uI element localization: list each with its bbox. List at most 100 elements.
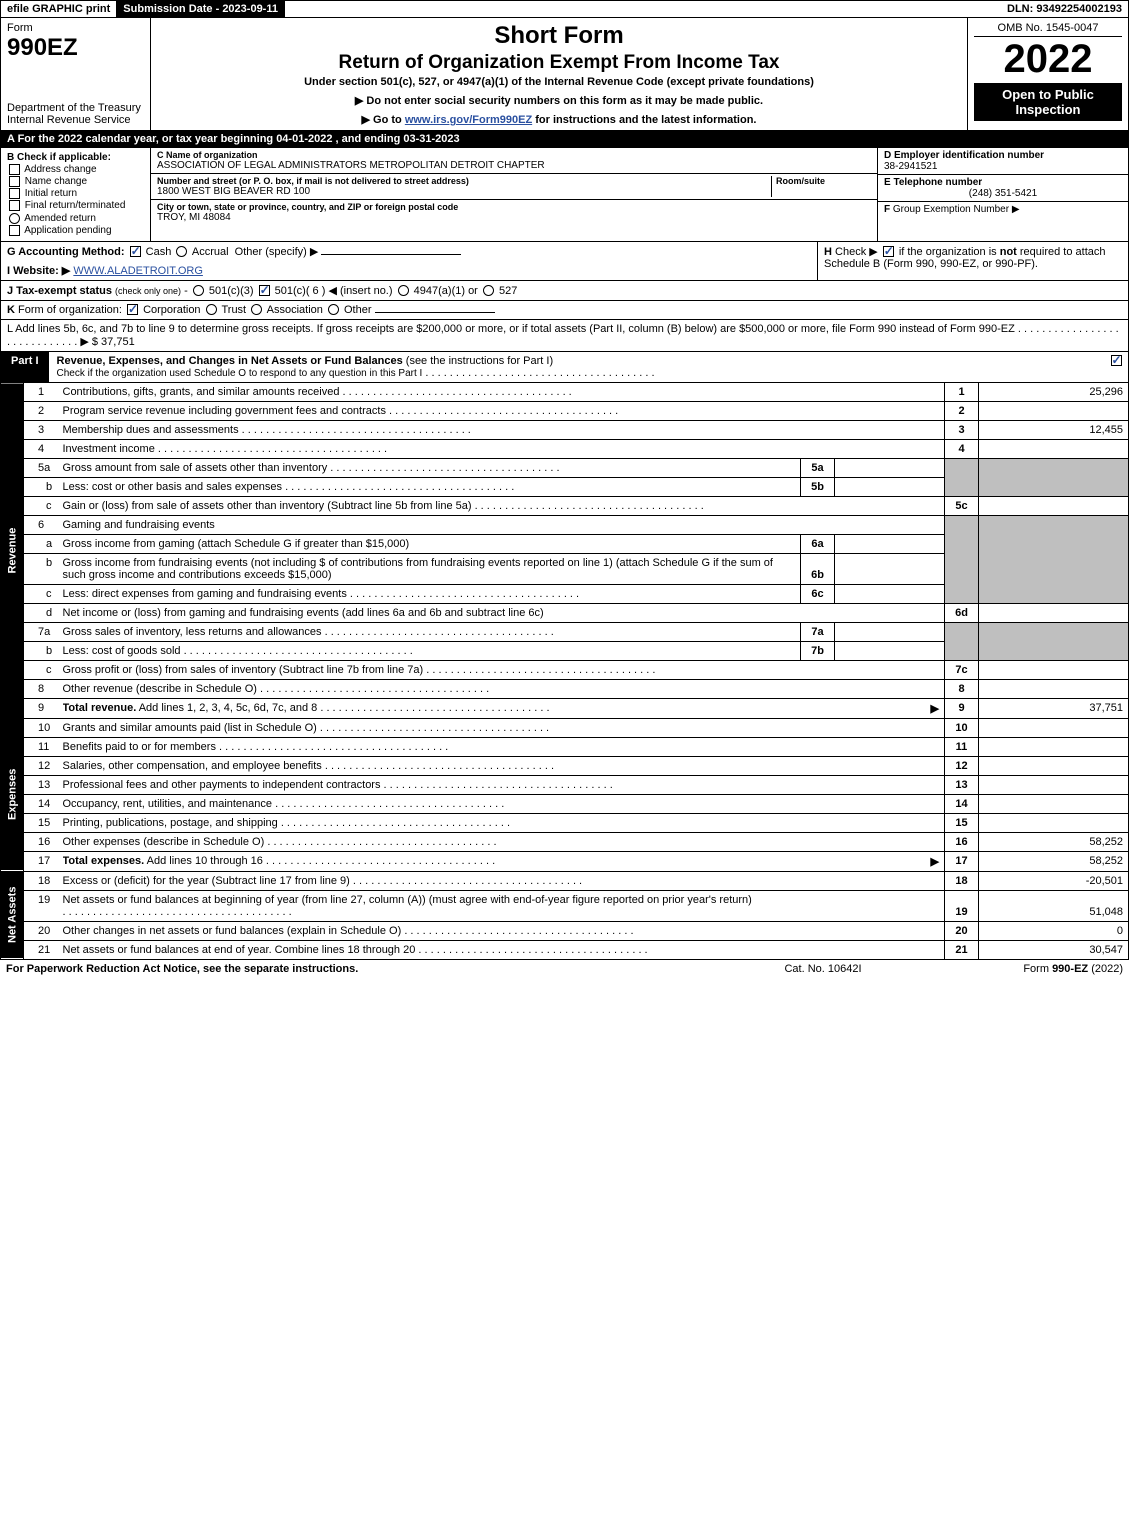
part-1-title: Revenue, Expenses, and Changes in Net As… xyxy=(49,352,1104,382)
check-501c[interactable] xyxy=(259,285,270,296)
row-2: 2 Program service revenue including gove… xyxy=(1,401,1129,420)
dln: DLN: 93492254002193 xyxy=(1001,1,1128,17)
part-1-tab: Part I xyxy=(1,352,49,382)
line-h: H Check ▶ if the organization is not req… xyxy=(818,242,1128,280)
row-14: 14Occupancy, rent, utilities, and mainte… xyxy=(1,794,1129,813)
label-ein: D Employer identification number xyxy=(884,150,1122,161)
line-gh: G Accounting Method: Cash Accrual Other … xyxy=(0,242,1129,281)
department: Department of the Treasury Internal Reve… xyxy=(7,102,144,126)
line-a: A For the 2022 calendar year, or tax yea… xyxy=(0,131,1129,148)
footer: For Paperwork Reduction Act Notice, see … xyxy=(0,960,1129,978)
row-7a: 7a Gross sales of inventory, less return… xyxy=(1,622,1129,641)
check-other-org[interactable] xyxy=(328,304,339,315)
part-1-check[interactable] xyxy=(1104,352,1128,382)
line-i-label: I Website: ▶ xyxy=(7,265,70,277)
row-8: 8 Other revenue (describe in Schedule O)… xyxy=(1,679,1129,698)
check-schedule-b[interactable] xyxy=(883,246,894,257)
header-mid: Short Form Return of Organization Exempt… xyxy=(151,18,968,130)
topbar-spacer xyxy=(285,1,1001,17)
check-application-pending[interactable]: Application pending xyxy=(7,225,144,236)
row-18: Net Assets 18Excess or (deficit) for the… xyxy=(1,871,1129,890)
form-header: Form 990EZ Department of the Treasury In… xyxy=(0,18,1129,131)
row-5c: c Gain or (loss) from sale of assets oth… xyxy=(1,496,1129,515)
section-b-header: B Check if applicable: xyxy=(7,152,144,163)
label-phone: E Telephone number xyxy=(884,177,1122,188)
row-20: 20Other changes in net assets or fund ba… xyxy=(1,921,1129,940)
row-16: 16Other expenses (describe in Schedule O… xyxy=(1,832,1129,851)
check-accrual[interactable] xyxy=(176,246,187,257)
check-address-change[interactable]: Address change xyxy=(7,164,144,175)
ein-value: 38-2941521 xyxy=(884,161,1122,172)
header-right: OMB No. 1545-0047 2022 Open to Public In… xyxy=(968,18,1128,130)
line-g: G Accounting Method: Cash Accrual Other … xyxy=(1,242,818,280)
line-l: L Add lines 5b, 6c, and 7b to line 9 to … xyxy=(0,320,1129,352)
title-return: Return of Organization Exempt From Incom… xyxy=(159,52,959,74)
part-1-header: Part I Revenue, Expenses, and Changes in… xyxy=(0,352,1129,383)
row-11: 11Benefits paid to or for members 11 xyxy=(1,737,1129,756)
check-corporation[interactable] xyxy=(127,304,138,315)
row-4: 4 Investment income 4 xyxy=(1,439,1129,458)
expenses-sidebar: Expenses xyxy=(1,718,24,871)
org-name: ASSOCIATION OF LEGAL ADMINISTRATORS METR… xyxy=(157,160,871,171)
row-19: 19Net assets or fund balances at beginni… xyxy=(1,890,1129,921)
form-number: 990EZ xyxy=(7,34,144,62)
org-city: TROY, MI 48084 xyxy=(157,212,871,223)
row-5a: 5a Gross amount from sale of assets othe… xyxy=(1,458,1129,477)
org-address: 1800 WEST BIG BEAVER RD 100 xyxy=(157,186,771,197)
row-15: 15Printing, publications, postage, and s… xyxy=(1,813,1129,832)
row-9: 9 Total revenue. Add lines 1, 2, 3, 4, 5… xyxy=(1,698,1129,718)
topbar: efile GRAPHIC print Submission Date - 20… xyxy=(0,0,1129,18)
check-527[interactable] xyxy=(483,285,494,296)
row-12: 12Salaries, other compensation, and empl… xyxy=(1,756,1129,775)
website-link[interactable]: WWW.ALADETROIT.ORG xyxy=(73,265,203,277)
title-short-form: Short Form xyxy=(159,22,959,50)
submission-date: Submission Date - 2023-09-11 xyxy=(117,1,285,17)
footer-left: For Paperwork Reduction Act Notice, see … xyxy=(6,963,723,975)
row-6: 6 Gaming and fundraising events xyxy=(1,515,1129,534)
label-group-exemption: F Group Exemption Number ▶ xyxy=(884,204,1122,215)
label-address: Number and street (or P. O. box, if mail… xyxy=(157,176,771,186)
omb-number: OMB No. 1545-0047 xyxy=(974,22,1122,37)
section-def: D Employer identification number 38-2941… xyxy=(878,148,1128,241)
section-b: B Check if applicable: Address change Na… xyxy=(1,148,151,241)
subtitle: Under section 501(c), 527, or 4947(a)(1)… xyxy=(159,76,959,88)
check-trust[interactable] xyxy=(206,304,217,315)
label-city: City or town, state or province, country… xyxy=(157,202,871,212)
line-k: K Form of organization: Corporation Trus… xyxy=(0,301,1129,320)
row-7c: c Gross profit or (loss) from sales of i… xyxy=(1,660,1129,679)
row-3: 3 Membership dues and assessments 312,45… xyxy=(1,420,1129,439)
row-1: Revenue 1 Contributions, gifts, grants, … xyxy=(1,383,1129,402)
header-left: Form 990EZ Department of the Treasury In… xyxy=(1,18,151,130)
footer-right: Form 990-EZ (2022) xyxy=(923,963,1123,975)
check-name-change[interactable]: Name change xyxy=(7,176,144,187)
row-10: Expenses 10 Grants and similar amounts p… xyxy=(1,718,1129,737)
revenue-sidebar: Revenue xyxy=(1,383,24,719)
check-association[interactable] xyxy=(251,304,262,315)
check-amended-return[interactable]: Amended return xyxy=(7,213,144,224)
row-6d: d Net income or (loss) from gaming and f… xyxy=(1,603,1129,622)
row-13: 13Professional fees and other payments t… xyxy=(1,775,1129,794)
phone-value: (248) 351-5421 xyxy=(884,188,1122,199)
check-4947[interactable] xyxy=(398,285,409,296)
line-j: J Tax-exempt status (check only one) - 5… xyxy=(0,281,1129,301)
check-cash[interactable] xyxy=(130,246,141,257)
label-org-name: C Name of organization xyxy=(157,150,871,160)
row-17: 17 Total expenses. Add lines 10 through … xyxy=(1,851,1129,871)
footer-mid: Cat. No. 10642I xyxy=(723,963,923,975)
section-bcdef: B Check if applicable: Address change Na… xyxy=(0,148,1129,242)
open-to-public: Open to Public Inspection xyxy=(974,83,1122,121)
irs-link[interactable]: www.irs.gov/Form990EZ xyxy=(405,114,532,126)
efile-label[interactable]: efile GRAPHIC print xyxy=(1,1,117,17)
check-final-return[interactable]: Final return/terminated xyxy=(7,200,144,211)
check-initial-return[interactable]: Initial return xyxy=(7,188,144,199)
note-link: ▶ Go to www.irs.gov/Form990EZ for instru… xyxy=(159,113,959,126)
netassets-sidebar: Net Assets xyxy=(1,871,24,959)
note-ssn: ▶ Do not enter social security numbers o… xyxy=(159,94,959,107)
tax-year: 2022 xyxy=(974,39,1122,79)
check-501c3[interactable] xyxy=(193,285,204,296)
section-c: C Name of organization ASSOCIATION OF LE… xyxy=(151,148,878,241)
form-label: Form xyxy=(7,22,144,34)
label-room: Room/suite xyxy=(776,176,871,186)
row-21: 21Net assets or fund balances at end of … xyxy=(1,940,1129,959)
part-1-table: Revenue 1 Contributions, gifts, grants, … xyxy=(0,383,1129,960)
